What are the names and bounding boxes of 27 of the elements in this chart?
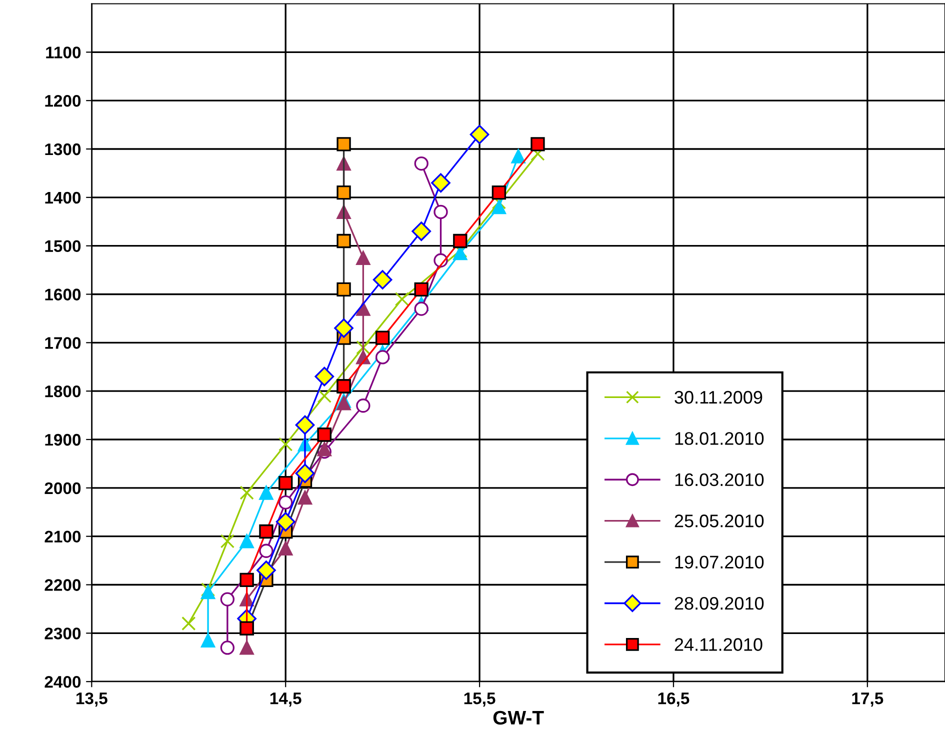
- y-tick-label: 2200: [44, 579, 81, 591]
- y-tick-label: 1400: [45, 192, 81, 204]
- x-tick-label: 14,5: [270, 692, 302, 707]
- y-tick-label: 1800: [45, 385, 81, 398]
- legend-label: 18.01.2010: [675, 432, 764, 445]
- y-tick-label: 1100: [46, 46, 81, 58]
- y-tick-label: 2400: [44, 676, 81, 688]
- x-tick-label: 17,5: [852, 692, 884, 707]
- y-tick-label: 2300: [44, 628, 81, 640]
- legend-label: 19.07.2010: [675, 556, 764, 569]
- x-tick-label: 15,5: [464, 692, 496, 707]
- y-tick-label: 1500: [45, 240, 81, 252]
- y-tick-label: 1700: [45, 337, 81, 349]
- x-tick-label: 16,5: [658, 692, 690, 707]
- y-tick-label: 1200: [45, 94, 81, 107]
- y-tick-label: 2100: [44, 530, 81, 543]
- legend-label: 30.11.2009: [674, 390, 762, 404]
- legend-label: 24.11.2010: [674, 638, 762, 651]
- x-axis-title: GW-T: [493, 710, 544, 725]
- legend-label: 25.05.2010: [674, 514, 764, 528]
- y-tick-label: 1900: [45, 434, 81, 446]
- legend-label: 16.03.2010: [675, 473, 764, 486]
- y-tick-label: 1600: [45, 288, 81, 300]
- x-tick-label: 13,5: [76, 692, 108, 707]
- y-tick-label: 1300: [45, 143, 81, 156]
- y-tick-label: 2000: [44, 482, 81, 494]
- legend-label: 28.09.2010: [674, 596, 764, 610]
